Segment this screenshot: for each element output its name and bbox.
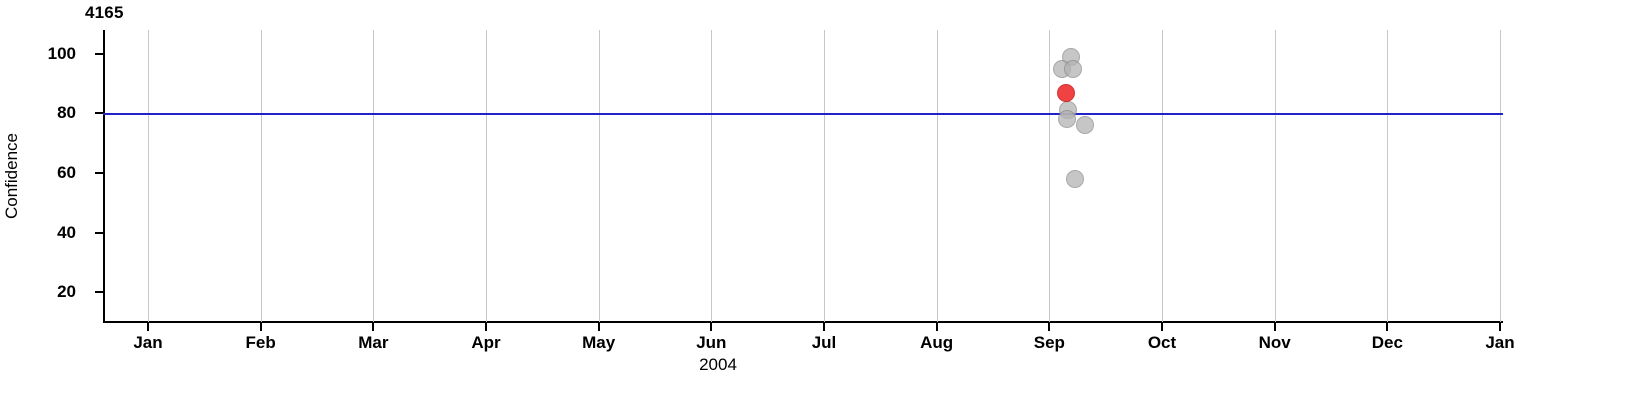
y-axis-line [103,30,105,322]
x-axis-tick-mark [597,323,600,331]
gridline-vertical [711,30,713,322]
x-axis-tick-mark [1386,323,1389,331]
x-axis-tick-mark [147,323,149,331]
y-axis-tick-mark [95,172,103,175]
data-point[interactable] [1064,59,1082,78]
data-point[interactable] [1057,83,1075,102]
x-axis-tick-label: Jun [696,333,727,352]
y-axis-tick-mark [95,231,103,234]
x-axis-tick-mark [259,323,262,331]
plot-area [103,30,1503,322]
gridline-vertical [486,30,487,322]
chart-title: 4165 [85,3,124,22]
x-axis-tick-label: Dec [1371,333,1403,352]
x-axis-tick-mark [823,323,825,331]
data-point[interactable] [1076,116,1094,135]
x-axis-tick-label: Jul [811,333,837,352]
gridline-vertical [936,30,938,322]
x-axis-tick-label: Feb [245,333,276,352]
x-axis-tick-label: Mar [358,333,389,352]
y-axis-title: Confidence [2,132,21,220]
gridline-vertical [1049,30,1051,322]
x-axis-tick-mark [1499,323,1501,331]
y-axis-tick-label: 100 [47,43,76,63]
x-axis-tick-label: Nov [1258,333,1291,352]
x-axis-tick-mark [1273,323,1276,331]
gridline-vertical [373,30,375,322]
x-axis-tick-mark [372,323,375,331]
x-axis-title: 2004 [699,355,737,374]
x-axis-line [103,321,1503,323]
gridline-vertical [1162,30,1163,322]
data-point[interactable] [1066,169,1084,188]
x-axis-tick-label: Jan [1485,333,1515,352]
gridline-vertical [598,30,600,322]
x-axis-tick-label: Apr [471,333,501,352]
y-axis-tick-label: 80 [57,103,76,123]
y-axis-tick-mark [95,52,103,55]
x-axis-tick-mark [935,323,938,331]
x-axis-tick-mark [1048,323,1051,331]
y-axis-tick-label: 40 [57,222,76,242]
x-axis-tick-label: Jan [133,333,163,352]
x-axis-tick-label: May [582,333,616,352]
data-point[interactable] [1058,110,1076,129]
y-axis-tick-mark [95,112,103,115]
x-axis-tick-mark [485,323,487,331]
y-axis-tick-label: 20 [57,282,76,302]
gridline-vertical [1387,30,1389,322]
x-axis-tick-mark [710,323,713,331]
y-axis-tick-mark [95,291,103,294]
x-axis-tick-label: Sep [1033,333,1065,352]
reference-line [103,113,1503,115]
gridline-vertical [1500,30,1501,322]
x-axis-tick-label: Aug [920,333,954,352]
gridline-vertical [260,30,262,322]
gridline-vertical [148,30,149,322]
gridline-vertical [1274,30,1276,322]
x-axis-tick-label: Oct [1147,333,1177,352]
y-axis-tick-label: 60 [57,163,76,183]
x-axis-tick-mark [1161,323,1163,331]
gridline-vertical [824,30,825,322]
